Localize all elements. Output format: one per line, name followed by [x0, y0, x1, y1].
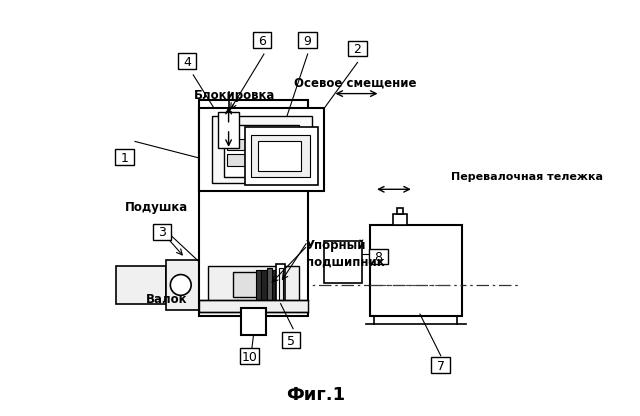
- Text: 5: 5: [287, 334, 295, 348]
- Text: Подушка: Подушка: [125, 201, 188, 214]
- Bar: [431, 357, 450, 373]
- Text: 10: 10: [241, 351, 257, 364]
- Bar: [166, 260, 216, 310]
- Bar: [218, 112, 239, 148]
- Text: Блокировка: Блокировка: [194, 89, 275, 102]
- Bar: [212, 116, 312, 183]
- Text: Упорный
подшипник: Упорный подшипник: [305, 239, 384, 268]
- Text: 8: 8: [374, 251, 382, 265]
- Bar: [324, 241, 362, 283]
- Bar: [258, 141, 301, 171]
- Circle shape: [170, 275, 191, 295]
- Bar: [241, 308, 266, 335]
- Bar: [298, 32, 317, 48]
- Text: 1: 1: [121, 151, 129, 165]
- Bar: [200, 100, 308, 316]
- Bar: [200, 300, 308, 312]
- Text: 4: 4: [183, 56, 191, 69]
- Bar: [227, 154, 293, 166]
- Bar: [253, 32, 271, 48]
- Text: Валок: Валок: [145, 293, 187, 306]
- Bar: [245, 127, 318, 185]
- Bar: [227, 139, 260, 150]
- Bar: [255, 270, 260, 302]
- Bar: [200, 108, 324, 191]
- Text: 9: 9: [304, 35, 312, 48]
- Bar: [393, 214, 408, 225]
- Bar: [268, 268, 272, 304]
- Bar: [282, 332, 300, 348]
- Bar: [178, 53, 196, 69]
- Bar: [370, 225, 461, 316]
- Bar: [115, 149, 134, 165]
- Text: Фиг.1: Фиг.1: [286, 386, 346, 404]
- Bar: [233, 272, 275, 297]
- Text: 2: 2: [354, 43, 362, 57]
- Bar: [252, 135, 310, 177]
- Bar: [369, 248, 388, 265]
- Bar: [240, 349, 259, 364]
- Bar: [397, 208, 403, 214]
- Bar: [276, 264, 285, 306]
- Text: 6: 6: [258, 35, 266, 48]
- Bar: [208, 266, 300, 304]
- Text: 3: 3: [158, 226, 166, 240]
- Text: Осевое смещение: Осевое смещение: [294, 77, 417, 89]
- Bar: [348, 41, 367, 57]
- Bar: [166, 277, 200, 293]
- Bar: [260, 270, 268, 302]
- Bar: [278, 268, 283, 300]
- Bar: [153, 224, 172, 240]
- Bar: [116, 266, 166, 304]
- Bar: [225, 125, 300, 177]
- Bar: [272, 270, 280, 302]
- Text: Перевалочная тележка: Перевалочная тележка: [451, 172, 603, 182]
- Text: 7: 7: [436, 359, 445, 373]
